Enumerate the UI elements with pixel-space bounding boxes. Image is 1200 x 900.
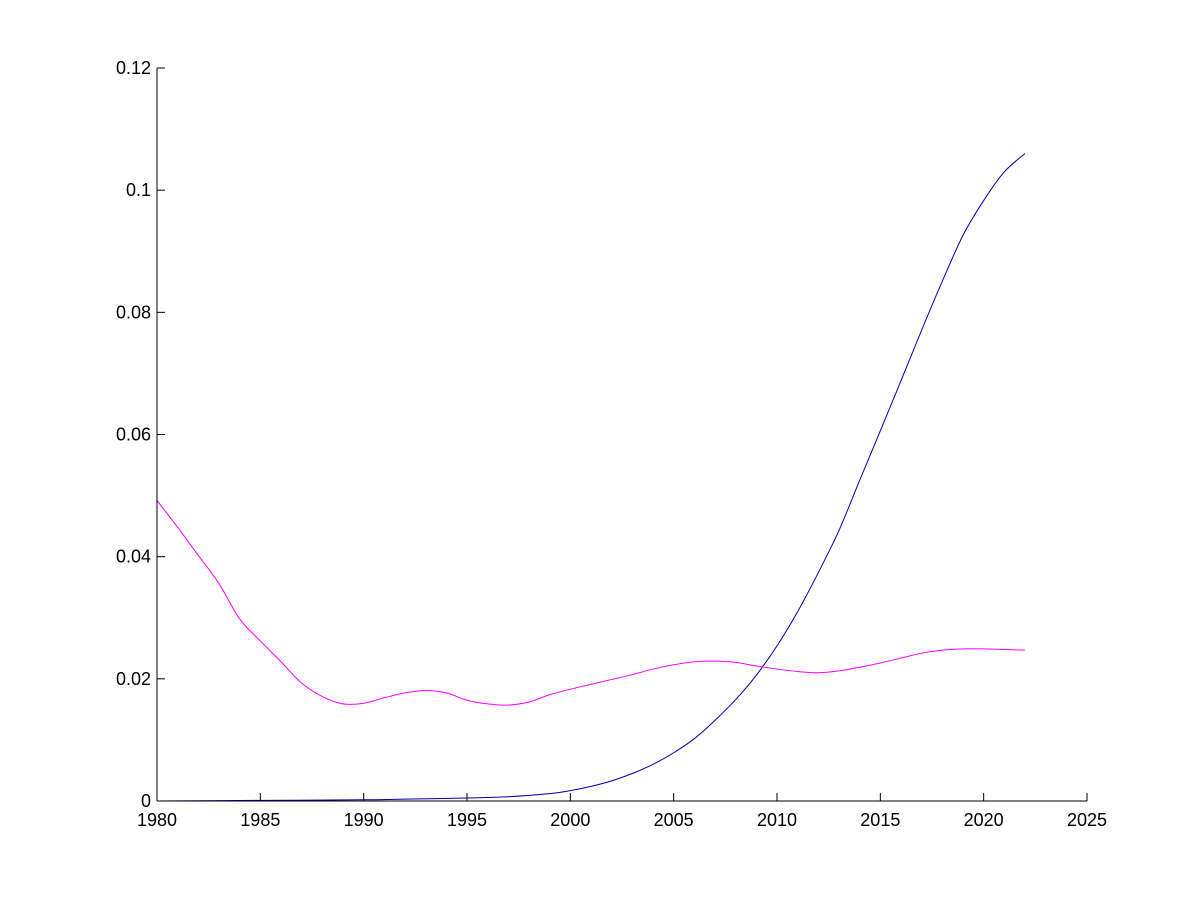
x-tick-label: 2000 [550,810,590,830]
y-tick-label: 0.08 [116,302,151,322]
y-tick-label: 0 [141,791,151,811]
series-line-1 [156,153,1026,802]
x-tick-label: 2010 [757,810,797,830]
y-tick-label: 0.04 [116,547,151,567]
x-tick-label: 2025 [1067,810,1107,830]
y-tick-label: 0.02 [116,669,151,689]
x-tick-label: 1995 [447,810,487,830]
y-tick-label: 0.1 [126,180,151,200]
series-line-2 [156,500,1026,706]
x-tick-label: 2015 [860,810,900,830]
y-tick-label: 0.12 [116,58,151,78]
x-tick-label: 2005 [654,810,694,830]
x-tick-label: 1980 [137,810,177,830]
axes-layer [156,68,1087,802]
x-axis-ticks: 1980 1985 1990 1995 2000 2005 2010 2015 2020 2025 [137,793,1107,830]
x-tick-label: 1985 [240,810,280,830]
y-tick-label: 0.06 [116,425,151,445]
x-tick-label: 2020 [964,810,1004,830]
series-layer [156,153,1026,802]
x-tick-label: 1990 [344,810,384,830]
y-axis-ticks: 0 0.02 0.04 0.06 0.08 0.1 0.12 [116,58,165,811]
